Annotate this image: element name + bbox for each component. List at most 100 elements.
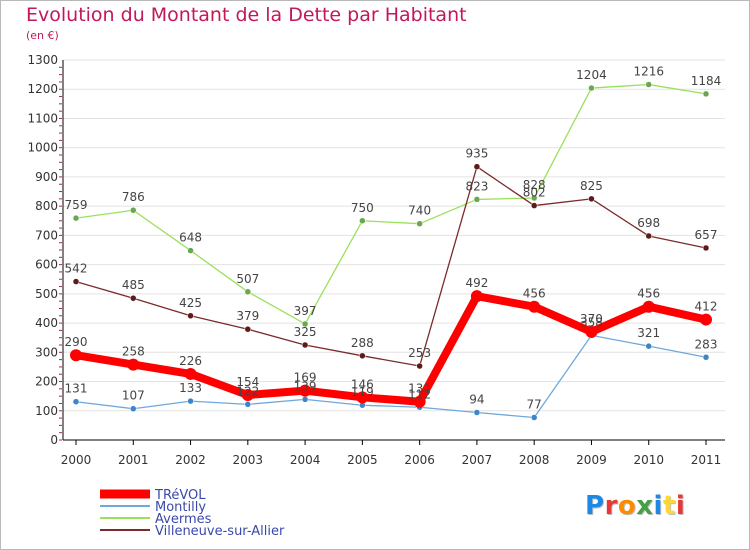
data-point [244,325,252,333]
y-tick-label: 1300 [27,53,58,67]
x-tick-label: 2002 [175,453,206,467]
proxiti-logo: Proxiti [585,491,685,521]
legend-label: Avermes [155,512,212,527]
data-label: 77 [527,397,542,411]
data-label: 507 [236,272,259,286]
data-point [127,358,140,371]
y-tick-label: 800 [35,199,58,213]
logo-letter: P [585,491,605,521]
data-point [241,388,254,401]
data-point [413,395,426,408]
logo-letter: t [662,491,676,521]
data-point [187,247,194,254]
y-tick-label: 700 [35,228,58,242]
data-label: 94 [469,393,484,407]
y-tick-label: 0 [50,433,58,447]
data-point [702,354,710,361]
data-point [130,294,137,302]
data-label: 823 [465,179,488,193]
data-point [702,244,710,252]
data-label: 258 [122,345,145,359]
x-tick-label: 2009 [576,453,607,467]
data-point [528,300,541,313]
data-label: 154 [236,375,259,389]
data-point [184,367,197,380]
data-point [530,202,538,209]
chart-title: Evolution du Montant de la Dette par Hab… [26,4,467,26]
data-point [473,163,481,170]
data-point [416,220,423,227]
x-tick-label: 2003 [233,453,264,467]
data-label: 139 [294,379,317,393]
data-label: 253 [408,346,431,360]
data-point [473,409,481,416]
legend-label: Montilly [155,500,206,515]
data-label: 131 [408,382,431,396]
data-label: 146 [351,377,374,391]
data-label: 825 [580,179,603,193]
data-label: 169 [294,371,317,385]
data-label: 358 [580,315,603,329]
data-label: 698 [637,216,660,230]
legend-label: TRéVOL [154,488,206,503]
data-label: 542 [65,262,88,276]
y-tick-label: 900 [35,170,58,184]
data-label: 456 [523,287,546,301]
data-label: 802 [523,186,546,200]
data-label: 828 [523,178,546,192]
data-point [356,391,369,404]
logo-letter: o [617,491,637,521]
x-tick-label: 2007 [462,453,493,467]
data-label: 325 [294,325,317,339]
data-label: 1204 [576,68,607,82]
data-label: 107 [122,389,145,403]
data-point [645,342,652,350]
data-label: 740 [408,204,431,218]
series-line-Avermes [75,83,707,325]
x-tick-label: 2006 [404,453,435,467]
data-label: 290 [65,335,88,349]
data-point [72,398,80,405]
data-point [530,414,538,421]
data-label: 288 [351,336,374,350]
data-point [473,196,481,203]
data-point [187,312,194,320]
data-point [645,232,652,240]
data-point [470,290,483,303]
data-label: 119 [351,385,374,399]
data-label: 412 [695,300,718,314]
data-label: 133 [179,381,202,395]
y-tick-label: 200 [35,375,58,389]
data-label: 112 [408,387,431,401]
y-tick-label: 600 [35,258,58,272]
data-label: 657 [695,228,718,242]
y-tick-label: 1000 [27,141,58,155]
data-label: 492 [465,276,488,290]
x-tick-label: 2011 [691,453,722,467]
x-tick-label: 2001 [118,453,149,467]
data-point [301,320,309,328]
data-point [72,278,80,285]
data-point [187,397,194,405]
data-label: 379 [236,309,259,323]
data-label: 759 [65,198,88,212]
y-tick-label: 500 [35,287,58,301]
data-label: 648 [179,231,202,245]
data-label: 370 [580,312,603,326]
y-tick-label: 300 [35,345,58,359]
data-label: 786 [122,190,145,204]
logo-letter: i [653,491,663,521]
series-line-Villeneuve-sur-Allier [75,166,707,367]
data-point [244,288,252,296]
data-point [72,214,80,222]
data-point [301,396,309,403]
data-point [359,352,366,360]
data-label: 131 [65,382,88,396]
data-label: 750 [351,201,374,215]
x-tick-label: 2004 [290,453,321,467]
data-label: 485 [122,278,145,292]
data-label: 321 [637,326,660,340]
data-label: 456 [637,287,660,301]
data-point [359,217,366,225]
x-tick-label: 2000 [61,453,92,467]
